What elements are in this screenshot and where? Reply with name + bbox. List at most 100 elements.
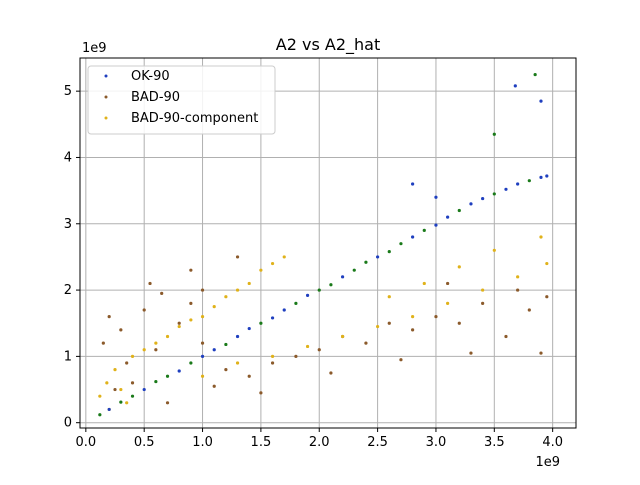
data-point-bad-90-component [189,318,193,322]
data-point-bad-90-component [200,315,205,319]
data-point-bad-90-component [247,281,251,286]
data-point-bad-90 [224,368,228,372]
data-point-bad-90 [481,301,485,305]
data-point-bad-90-component [177,324,181,329]
data-point-ok-90 [177,369,181,373]
x-tick-label: 0.5 [134,435,155,450]
data-point-bad-90 [200,288,205,292]
data-point-ok-90 [545,174,549,178]
data-point-bad-90-component [113,368,117,372]
data-point-bad-90 [259,391,263,395]
data-point-bad-90 [399,358,403,362]
x-tick-label: 4.0 [542,435,563,450]
data-point-ok-90 [411,235,415,239]
data-point-ok-90 [527,179,531,183]
data-point-bad-90-component [200,374,205,378]
data-point-bad-90 [457,321,461,325]
legend-label-ok-90: OK-90 [131,69,170,84]
data-point-ok-90 [119,400,123,404]
legend-label-bad-90-component: BAD-90-component [131,111,258,126]
data-point-ok-90 [235,334,240,339]
y-axis-ticks: 0 1 2 3 4 5 [64,84,80,431]
legend: OK-90 BAD-90 BAD-90-component [87,65,276,135]
y-tick-label: 1 [64,349,72,364]
data-point-bad-90 [130,381,135,385]
data-point-ok-90 [212,348,216,352]
data-point-bad-90 [527,308,531,312]
legend-entry-bad-90: BAD-90 [104,90,180,105]
legend-label-bad-90: BAD-90 [131,90,180,105]
data-point-bad-90 [504,334,508,339]
data-point-bad-90 [539,351,543,355]
data-point-bad-90-component [130,354,135,358]
data-point-bad-90 [411,328,415,332]
legend-marker-bad-90-component [104,116,108,120]
data-point-bad-90-component [411,315,415,319]
y-tick-label: 0 [64,416,72,431]
x-tick-label: 3.5 [484,435,505,450]
data-point-ok-90 [533,72,537,77]
data-point-bad-90-component [422,281,426,286]
data-point-bad-90 [446,281,450,286]
data-point-ok-90 [446,215,450,219]
data-point-bad-90-component [492,248,496,252]
x-tick-label: 1.5 [251,435,272,450]
data-point-ok-90 [504,187,508,191]
data-point-ok-90 [492,132,496,136]
data-point-bad-90-component [516,275,520,279]
x-tick-label: 1.0 [192,435,213,450]
data-point-ok-90 [469,202,473,206]
data-point-bad-90 [200,341,205,345]
data-point-bad-90-component [105,381,109,385]
data-point-bad-90 [125,361,129,365]
data-point-ok-90 [189,361,193,365]
data-point-bad-90-component [539,235,543,239]
data-point-ok-90 [200,354,205,358]
legend-entry-ok-90: OK-90 [104,69,170,84]
data-point-ok-90 [481,196,485,201]
data-point-ok-90 [340,275,345,279]
data-point-bad-90 [177,321,181,325]
data-point-bad-90 [364,341,368,345]
data-point-bad-90-component [457,265,461,269]
data-point-ok-90 [434,223,438,227]
data-point-bad-90-component [305,344,310,349]
chart-title: A2 vs A2_hat [276,35,380,55]
x-tick-label: 2.5 [367,435,388,450]
data-point-bad-90 [212,384,216,388]
data-point-ok-90 [364,260,368,264]
axes-frame [79,57,577,429]
data-point-bad-90-component [154,341,158,345]
data-point-bad-90-component [119,387,123,392]
y-tick-label: 4 [64,150,72,165]
data-point-ok-90 [259,321,263,325]
data-point-ok-90 [247,326,251,331]
data-point-bad-90-component [282,255,286,259]
data-point-bad-90-component [235,361,240,365]
y-tick-label: 5 [64,84,72,99]
y-tick-label: 2 [64,283,72,298]
data-point-bad-90 [101,341,105,345]
data-point-bad-90-component [270,261,275,266]
data-points [98,72,549,417]
series-bad-90 [101,255,549,405]
data-point-bad-90-component [125,401,129,405]
data-point-bad-90 [107,315,111,319]
data-point-bad-90 [119,328,123,332]
data-point-bad-90 [516,288,520,292]
data-point-ok-90 [329,283,333,287]
data-point-bad-90-component [98,394,102,398]
data-point-ok-90 [399,242,403,246]
data-point-ok-90 [224,342,228,347]
data-point-ok-90 [130,394,135,398]
data-point-bad-90 [235,255,240,259]
x-tick-label: 0.0 [75,435,96,450]
data-point-ok-90 [457,208,461,213]
data-point-ok-90 [165,374,170,378]
legend-box [87,65,276,135]
legend-marker-bad-90 [104,95,108,99]
data-point-bad-90 [160,291,164,295]
data-point-ok-90 [513,84,517,88]
data-point-bad-90 [142,308,146,312]
